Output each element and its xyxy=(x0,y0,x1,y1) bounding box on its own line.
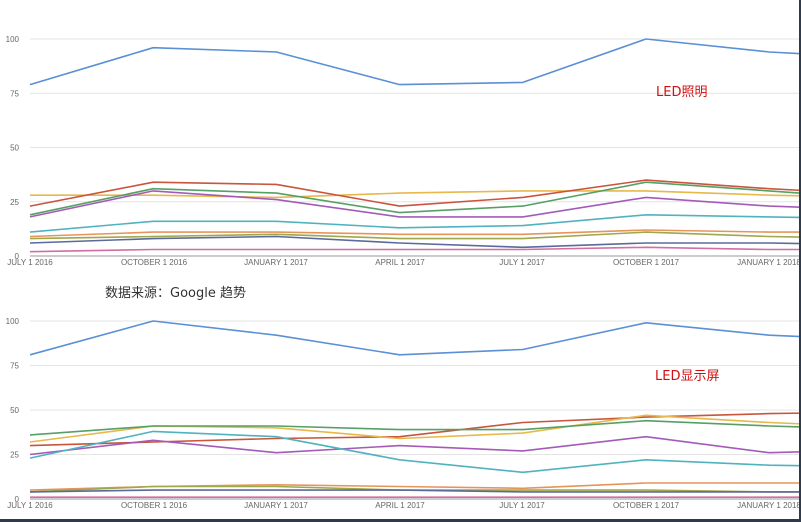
x-tick-label: JULY 1 2016 xyxy=(7,258,53,267)
chart-annotation-label: LED照明 xyxy=(656,85,707,100)
series-line-1 xyxy=(29,38,801,86)
led-display-trend-chart: 0 25 50 75 100 JULY 1 2016 OCTOBER 1 2016 JANUA… xyxy=(6,317,801,510)
y-tick-label: 0 xyxy=(15,495,20,504)
series-line-7 xyxy=(29,229,801,238)
x-tick-label: APRIL 1 2017 xyxy=(375,501,425,510)
y-tick-label: 25 xyxy=(10,451,19,460)
series-line-2 xyxy=(30,190,801,199)
series-line-10 xyxy=(29,246,801,253)
y-tick-label: 75 xyxy=(10,89,19,98)
y-tick-label: 0 xyxy=(15,252,20,261)
led-lighting-trend-chart: 0 25 50 75 100 JULY 1 2016 OCTOBER 1 2016 JANUA… xyxy=(6,35,801,267)
x-tick-label: OCTOBER 1 2017 xyxy=(613,501,680,510)
y-tick-label: 100 xyxy=(6,317,20,326)
series-line-9 xyxy=(29,489,801,493)
series-line-3 xyxy=(29,179,801,207)
x-tick-label: JULY 1 2016 xyxy=(7,501,53,510)
x-tick-label: APRIL 1 2017 xyxy=(375,258,425,267)
series-line-5 xyxy=(29,190,801,218)
x-tick-label: JULY 1 2017 xyxy=(499,258,545,267)
x-tick-label: JANUARY 1 2017 xyxy=(244,501,308,510)
series-line-4 xyxy=(29,181,801,216)
y-tick-label: 50 xyxy=(10,144,19,153)
series-line-4 xyxy=(29,419,801,436)
x-tick-label: OCTOBER 1 2016 xyxy=(121,258,188,267)
y-tick-label: 50 xyxy=(10,406,19,415)
y-tick-label: 100 xyxy=(6,35,20,44)
data-source-note: 数据来源：Google 趋势 xyxy=(105,285,246,301)
series-line-6 xyxy=(29,430,801,474)
x-tick-label: JANUARY 1 2017 xyxy=(244,258,308,267)
x-tick-label: OCTOBER 1 2017 xyxy=(613,258,680,267)
series-line-9 xyxy=(29,235,801,249)
chart-annotation-label: LED显示屏 xyxy=(655,369,719,384)
y-tick-label: 75 xyxy=(10,362,19,371)
x-tick-label: JANUARY 1 2018 xyxy=(737,258,801,267)
y-tick-label: 25 xyxy=(10,198,19,207)
x-tick-label: JULY 1 2017 xyxy=(499,501,545,510)
series-line-8 xyxy=(29,231,801,240)
x-tick-label: JANUARY 1 2018 xyxy=(737,501,801,510)
series-line-6 xyxy=(29,214,801,233)
x-tick-label: OCTOBER 1 2016 xyxy=(121,501,188,510)
series-line-1 xyxy=(29,320,801,356)
series-line-5 xyxy=(29,435,801,456)
